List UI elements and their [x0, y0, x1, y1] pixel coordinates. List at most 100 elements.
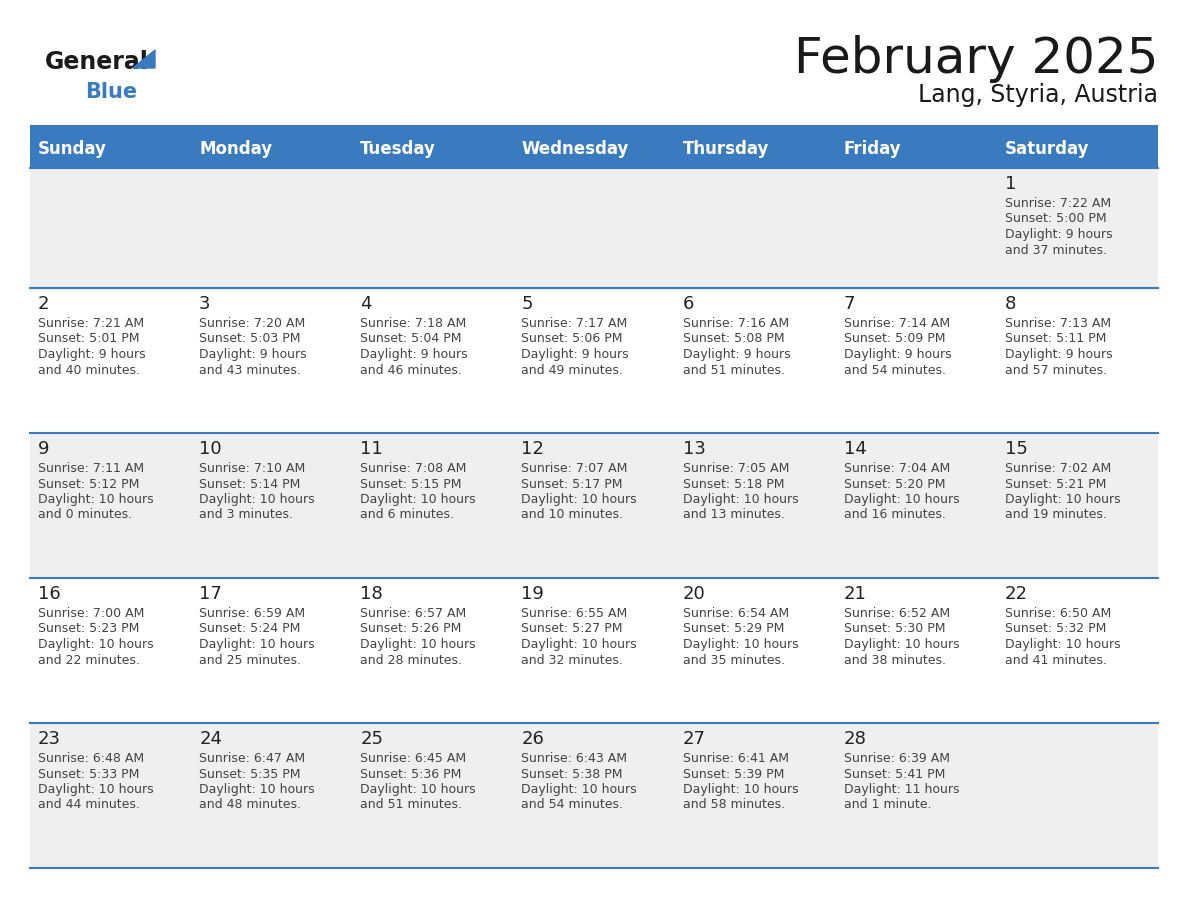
Text: Sunrise: 6:47 AM: Sunrise: 6:47 AM: [200, 752, 305, 765]
Text: 1: 1: [1005, 175, 1016, 193]
Text: 24: 24: [200, 730, 222, 748]
Text: Daylight: 10 hours: Daylight: 10 hours: [843, 493, 960, 506]
Text: 18: 18: [360, 585, 383, 603]
Text: and 28 minutes.: and 28 minutes.: [360, 654, 462, 666]
Text: Sunset: 5:17 PM: Sunset: 5:17 PM: [522, 477, 623, 490]
Text: Sunset: 5:30 PM: Sunset: 5:30 PM: [843, 622, 946, 635]
Text: Sunrise: 7:08 AM: Sunrise: 7:08 AM: [360, 462, 467, 475]
Text: Daylight: 10 hours: Daylight: 10 hours: [683, 783, 798, 796]
Bar: [30, 288, 1158, 433]
Text: 26: 26: [522, 730, 544, 748]
Text: Sunrise: 6:54 AM: Sunrise: 6:54 AM: [683, 607, 789, 620]
Text: Daylight: 10 hours: Daylight: 10 hours: [1005, 638, 1120, 651]
Text: 2: 2: [38, 295, 50, 313]
Text: Sunset: 5:27 PM: Sunset: 5:27 PM: [522, 622, 623, 635]
Text: 14: 14: [843, 440, 866, 458]
Text: and 3 minutes.: and 3 minutes.: [200, 509, 293, 521]
Text: and 49 minutes.: and 49 minutes.: [522, 364, 624, 376]
Text: 25: 25: [360, 730, 384, 748]
Text: and 51 minutes.: and 51 minutes.: [360, 799, 462, 812]
Text: Sunrise: 6:39 AM: Sunrise: 6:39 AM: [843, 752, 949, 765]
Text: Sunset: 5:36 PM: Sunset: 5:36 PM: [360, 767, 462, 780]
Text: Sunrise: 7:14 AM: Sunrise: 7:14 AM: [843, 317, 950, 330]
Text: Sunset: 5:33 PM: Sunset: 5:33 PM: [38, 767, 139, 780]
Bar: [30, 125, 1158, 130]
Text: Daylight: 10 hours: Daylight: 10 hours: [200, 493, 315, 506]
Text: Sunrise: 7:02 AM: Sunrise: 7:02 AM: [1005, 462, 1111, 475]
Text: Sunset: 5:24 PM: Sunset: 5:24 PM: [200, 622, 301, 635]
Text: Sunset: 5:29 PM: Sunset: 5:29 PM: [683, 622, 784, 635]
Text: Sunday: Sunday: [38, 140, 107, 158]
Text: Sunrise: 6:55 AM: Sunrise: 6:55 AM: [522, 607, 627, 620]
Text: and 32 minutes.: and 32 minutes.: [522, 654, 624, 666]
Text: Sunset: 5:11 PM: Sunset: 5:11 PM: [1005, 332, 1106, 345]
Text: and 57 minutes.: and 57 minutes.: [1005, 364, 1107, 376]
Text: Sunrise: 6:50 AM: Sunrise: 6:50 AM: [1005, 607, 1111, 620]
Text: Thursday: Thursday: [683, 140, 769, 158]
Text: Sunset: 5:32 PM: Sunset: 5:32 PM: [1005, 622, 1106, 635]
Text: Daylight: 10 hours: Daylight: 10 hours: [522, 783, 637, 796]
Text: 13: 13: [683, 440, 706, 458]
Text: Sunrise: 6:57 AM: Sunrise: 6:57 AM: [360, 607, 467, 620]
Text: Daylight: 10 hours: Daylight: 10 hours: [360, 493, 476, 506]
Text: Daylight: 10 hours: Daylight: 10 hours: [683, 493, 798, 506]
Text: Daylight: 11 hours: Daylight: 11 hours: [843, 783, 959, 796]
Text: and 13 minutes.: and 13 minutes.: [683, 509, 784, 521]
Text: Sunset: 5:04 PM: Sunset: 5:04 PM: [360, 332, 462, 345]
Text: Friday: Friday: [843, 140, 902, 158]
Text: 27: 27: [683, 730, 706, 748]
Text: and 40 minutes.: and 40 minutes.: [38, 364, 140, 376]
Text: Sunset: 5:21 PM: Sunset: 5:21 PM: [1005, 477, 1106, 490]
Text: and 51 minutes.: and 51 minutes.: [683, 364, 784, 376]
Text: Sunrise: 7:16 AM: Sunrise: 7:16 AM: [683, 317, 789, 330]
Text: 28: 28: [843, 730, 866, 748]
Text: 11: 11: [360, 440, 383, 458]
Text: 3: 3: [200, 295, 210, 313]
Text: 19: 19: [522, 585, 544, 603]
Text: Daylight: 9 hours: Daylight: 9 hours: [200, 348, 307, 361]
Text: and 41 minutes.: and 41 minutes.: [1005, 654, 1107, 666]
Text: Sunrise: 7:07 AM: Sunrise: 7:07 AM: [522, 462, 627, 475]
Text: Sunset: 5:09 PM: Sunset: 5:09 PM: [843, 332, 946, 345]
Text: 21: 21: [843, 585, 866, 603]
Text: Daylight: 10 hours: Daylight: 10 hours: [360, 783, 476, 796]
Text: Sunset: 5:15 PM: Sunset: 5:15 PM: [360, 477, 462, 490]
Text: and 1 minute.: and 1 minute.: [843, 799, 931, 812]
Text: Sunset: 5:18 PM: Sunset: 5:18 PM: [683, 477, 784, 490]
Text: and 48 minutes.: and 48 minutes.: [200, 799, 301, 812]
Text: Daylight: 10 hours: Daylight: 10 hours: [200, 638, 315, 651]
Text: Daylight: 10 hours: Daylight: 10 hours: [200, 783, 315, 796]
Text: Blue: Blue: [86, 82, 137, 102]
Text: and 54 minutes.: and 54 minutes.: [843, 364, 946, 376]
Text: and 6 minutes.: and 6 minutes.: [360, 509, 454, 521]
Text: Sunrise: 6:45 AM: Sunrise: 6:45 AM: [360, 752, 467, 765]
Text: Sunrise: 7:13 AM: Sunrise: 7:13 AM: [1005, 317, 1111, 330]
Text: and 0 minutes.: and 0 minutes.: [38, 509, 132, 521]
Text: Sunrise: 7:22 AM: Sunrise: 7:22 AM: [1005, 197, 1111, 210]
Text: 6: 6: [683, 295, 694, 313]
Text: Sunset: 5:12 PM: Sunset: 5:12 PM: [38, 477, 139, 490]
Text: and 10 minutes.: and 10 minutes.: [522, 509, 624, 521]
Text: Sunrise: 7:10 AM: Sunrise: 7:10 AM: [200, 462, 305, 475]
Text: Sunrise: 6:41 AM: Sunrise: 6:41 AM: [683, 752, 789, 765]
Text: and 25 minutes.: and 25 minutes.: [200, 654, 301, 666]
Text: Daylight: 10 hours: Daylight: 10 hours: [522, 638, 637, 651]
Bar: [30, 578, 1158, 723]
Text: 10: 10: [200, 440, 222, 458]
Bar: [30, 723, 1158, 868]
Text: 23: 23: [38, 730, 61, 748]
Text: Sunrise: 7:20 AM: Sunrise: 7:20 AM: [200, 317, 305, 330]
Text: and 54 minutes.: and 54 minutes.: [522, 799, 624, 812]
Text: 22: 22: [1005, 585, 1028, 603]
Text: Daylight: 10 hours: Daylight: 10 hours: [843, 638, 960, 651]
Text: 4: 4: [360, 295, 372, 313]
Text: Saturday: Saturday: [1005, 140, 1089, 158]
Text: and 43 minutes.: and 43 minutes.: [200, 364, 301, 376]
Text: and 38 minutes.: and 38 minutes.: [843, 654, 946, 666]
Text: Daylight: 10 hours: Daylight: 10 hours: [1005, 493, 1120, 506]
Text: and 58 minutes.: and 58 minutes.: [683, 799, 785, 812]
Text: Sunrise: 7:11 AM: Sunrise: 7:11 AM: [38, 462, 144, 475]
Text: Sunrise: 7:00 AM: Sunrise: 7:00 AM: [38, 607, 145, 620]
Text: Daylight: 9 hours: Daylight: 9 hours: [522, 348, 630, 361]
Text: Monday: Monday: [200, 140, 272, 158]
